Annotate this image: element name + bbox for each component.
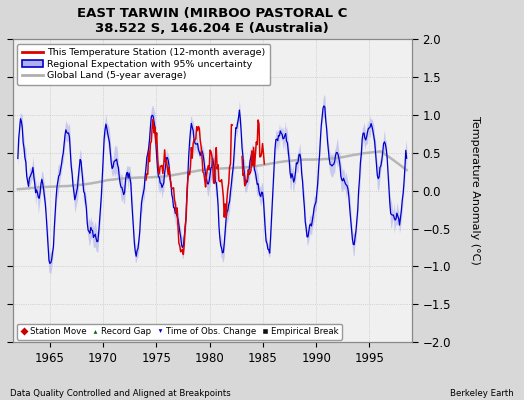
Text: Berkeley Earth: Berkeley Earth xyxy=(450,389,514,398)
Legend: Station Move, Record Gap, Time of Obs. Change, Empirical Break: Station Move, Record Gap, Time of Obs. C… xyxy=(17,324,342,340)
Text: Data Quality Controlled and Aligned at Breakpoints: Data Quality Controlled and Aligned at B… xyxy=(10,389,231,398)
Title: EAST TARWIN (MIRBOO PASTORAL C
38.522 S, 146.204 E (Australia): EAST TARWIN (MIRBOO PASTORAL C 38.522 S,… xyxy=(77,7,347,35)
Y-axis label: Temperature Anomaly (°C): Temperature Anomaly (°C) xyxy=(471,116,481,265)
